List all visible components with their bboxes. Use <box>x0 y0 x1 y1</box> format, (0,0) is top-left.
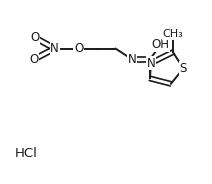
Text: O: O <box>30 31 39 44</box>
Text: O: O <box>74 42 84 55</box>
Text: N: N <box>147 56 155 70</box>
Text: HCl: HCl <box>15 147 38 160</box>
Text: S: S <box>180 62 187 75</box>
Text: CH₃: CH₃ <box>163 29 183 39</box>
Text: N: N <box>128 53 137 66</box>
Text: OH: OH <box>151 38 169 51</box>
Text: N: N <box>50 42 59 55</box>
Text: O: O <box>29 53 38 66</box>
